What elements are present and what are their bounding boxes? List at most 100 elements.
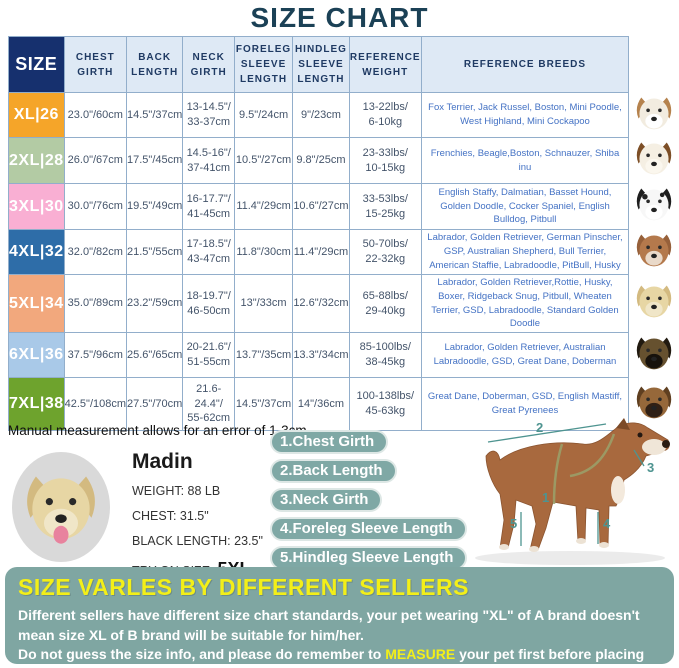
dog-ear	[616, 418, 630, 430]
legend-foreleg-sleeve: 4.Foreleg Sleeve Length	[270, 517, 467, 541]
foreleg-value: 13"/33cm	[234, 273, 293, 334]
diagram-label-5: 5	[510, 516, 517, 531]
back-value: 23.2"/59cm	[126, 273, 184, 334]
diagram-label-1: 1	[542, 490, 549, 505]
back-value: 27.5"/70cm	[126, 377, 184, 432]
dog-chest-patch	[611, 476, 625, 504]
foreleg-value: 14.5"/37cm	[234, 377, 293, 432]
measurement-error-note: Manual measurement allows for an error o…	[8, 423, 307, 438]
dog-paw	[499, 544, 509, 550]
beagle-photo-icon	[628, 137, 679, 184]
foreleg-value: 11.8"/30cm	[234, 229, 293, 275]
harness-chest-strap	[569, 433, 616, 478]
neck-value: 13-14.5"/ 33-37cm	[182, 92, 236, 138]
table-row: 3XL|30 30.0"/76cm 19.5"/49cm 16-17.7"/ 4…	[8, 183, 679, 230]
hindleg-value: 12.6"/32cm	[291, 273, 350, 334]
header-hindleg-sleeve: HINDLEG SLEEVE LENGTH	[291, 36, 350, 93]
back-value: 14.5"/37cm	[126, 92, 184, 138]
harness-girth-strap	[552, 443, 564, 505]
back-value: 17.5"/45cm	[126, 137, 184, 184]
back-value: 19.5"/49cm	[126, 183, 184, 230]
german-shepherd-photo-icon	[628, 332, 679, 378]
weight-value: 33-53lbs/ 15-25kg	[348, 183, 422, 230]
hindleg-value: 14"/36cm	[291, 377, 350, 432]
back-length-line	[487, 423, 607, 443]
header-reference-breeds: REFERENCE BREEDS	[420, 36, 630, 93]
neck-value: 18-19.7"/ 46-50cm	[182, 273, 236, 334]
foreleg-value: 11.4"/29cm	[234, 183, 293, 230]
foreleg-value: 9.5"/24cm	[234, 92, 293, 138]
diagram-label-2: 2	[536, 420, 543, 435]
seller-note-heading: SIZE VARLES BY DIFFERENT SELLERS	[18, 574, 469, 600]
chest-value: 26.0"/67cm	[63, 137, 128, 184]
size-badge: 2XL|28	[8, 137, 65, 184]
dog-eye	[637, 432, 643, 438]
hindleg-value: 11.4"/29cm	[291, 229, 350, 275]
neck-value: 20-21.6"/ 51-55cm	[182, 332, 236, 379]
measure-highlight: MEASURE	[385, 646, 456, 663]
table-row: 7XL|38 42.5"/108cm 27.5"/70cm 21.6-24.4"…	[8, 377, 679, 432]
hindleg-value: 9.8"/25cm	[291, 137, 350, 184]
ground-shadow	[475, 551, 665, 565]
chest-value: 30.0"/76cm	[63, 183, 128, 230]
jack-russell-photo-icon	[628, 92, 679, 138]
weight-value: 100-138lbs/ 45-63kg	[348, 377, 422, 432]
breeds-value: Great Dane, Doberman, GSD, English Masti…	[420, 377, 630, 432]
table-row: 5XL|34 35.0"/89cm 23.2"/59cm 18-19.7"/ 4…	[8, 273, 679, 334]
page-title: SIZE CHART	[250, 2, 429, 33]
dog-nose	[662, 440, 670, 448]
model-name: Madin	[132, 450, 193, 473]
breeds-value: Frenchies, Beagle,Boston, Schnauzer, Shi…	[420, 137, 630, 184]
header-photo-spacer	[628, 36, 679, 93]
size-badge: 6XL|36	[8, 332, 65, 379]
size-badge: 3XL|30	[8, 183, 65, 230]
header-reference-weight: REFERENCE WEIGHT	[348, 36, 422, 93]
diagram-label-3: 3	[647, 460, 654, 475]
line2-before: Do not guess the size info, and please d…	[18, 646, 386, 663]
chest-value: 23.0"/60cm	[63, 92, 128, 138]
weight-value: 13-22lbs/ 6-10kg	[348, 92, 422, 138]
legend-chest-girth: 1.Chest Girth	[270, 430, 389, 454]
header-neck-girth: NECK GIRTH	[182, 36, 236, 93]
back-value: 25.6"/65cm	[126, 332, 184, 379]
dog-paw	[576, 538, 586, 544]
labrador-face-icon	[18, 467, 104, 544]
header-chest-girth: CHEST GIRTH	[63, 36, 128, 93]
breeds-value: English Staffy, Dalmatian, Basset Hound,…	[420, 183, 630, 230]
foreleg-value: 10.5"/27cm	[234, 137, 293, 184]
dog-paw	[529, 546, 539, 552]
model-dog-photo	[12, 452, 110, 562]
neck-value: 14.5-16"/ 37-41cm	[182, 137, 236, 184]
foreleg-value: 13.7"/35cm	[234, 332, 293, 379]
weight-value: 65-88lbs/ 29-40kg	[348, 273, 422, 334]
labrador-photo-icon	[628, 274, 679, 333]
header-size: SIZE	[8, 36, 65, 93]
line2-after: your pet first before placing order.	[18, 646, 645, 668]
dog-silhouette	[485, 422, 670, 551]
neck-value: 16-17.7"/ 41-45cm	[182, 183, 236, 230]
size-badge: XL|26	[8, 92, 65, 138]
header-back-length: BACK LENGTH	[126, 36, 184, 93]
neck-value: 17-18.5"/ 43-47cm	[182, 229, 236, 275]
hindleg-value: 13.3"/34cm	[291, 332, 350, 379]
model-weight: WEIGHT: 88 LB	[132, 484, 221, 498]
back-value: 21.5"/55cm	[126, 229, 184, 275]
breeds-value: Labrador, Golden Retriever, Australian L…	[420, 332, 630, 379]
weight-value: 85-100lbs/ 38-45kg	[348, 332, 422, 379]
breeds-value: Labrador, Golden Retriever,Rottie, Husky…	[420, 273, 630, 334]
model-chest: CHEST: 31.5"	[132, 509, 209, 523]
hindleg-value: 10.6"/27cm	[291, 183, 350, 230]
great-dane-photo-icon	[628, 377, 679, 431]
measurement-legend: 1.Chest Girth 2.Back Length 3.Neck Girth…	[270, 430, 468, 575]
size-badge: 4XL|32	[8, 229, 65, 275]
legend-hindleg-sleeve: 5.Hindleg Sleeve Length	[270, 546, 468, 570]
size-badge: 7XL|38	[8, 377, 65, 432]
table-row: 4XL|32 32.0"/82cm 21.5"/55cm 17-18.5"/ 4…	[8, 229, 679, 275]
weight-value: 23-33lbs/ 10-15kg	[348, 137, 422, 184]
hindleg-value: 9"/23cm	[291, 92, 350, 138]
table-row: 2XL|28 26.0"/67cm 17.5"/45cm 14.5-16"/ 3…	[8, 137, 679, 184]
seller-note-panel: SIZE VARLES BY DIFFERENT SELLERS Differe…	[5, 567, 674, 668]
table-row: XL|26 23.0"/60cm 14.5"/37cm 13-14.5"/ 33…	[8, 92, 679, 138]
size-badge: 5XL|34	[8, 273, 65, 334]
